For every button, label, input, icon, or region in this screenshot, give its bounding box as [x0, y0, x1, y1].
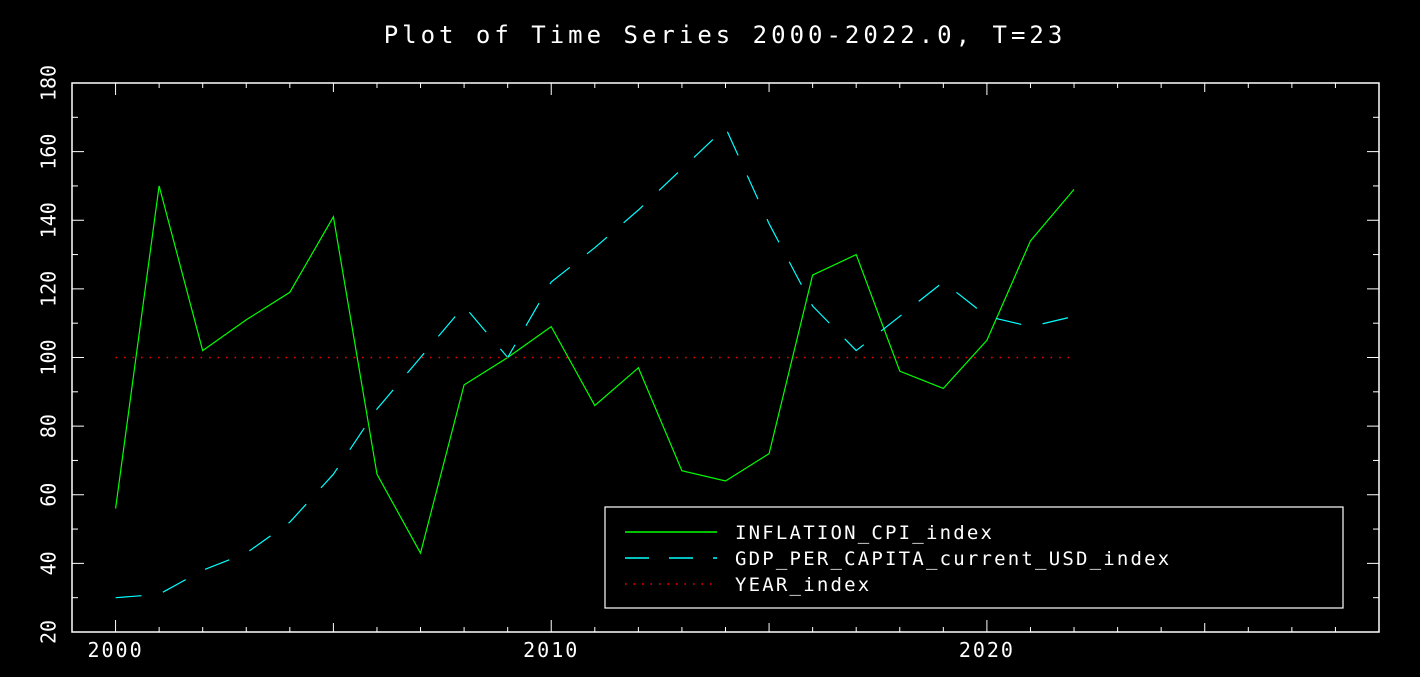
series-line-0 [115, 185, 1075, 555]
x-tick-label: 2010 [523, 638, 579, 662]
y-tick-label: 100 [37, 339, 61, 375]
y-tick-label: 20 [37, 620, 61, 644]
series-line-1 [115, 126, 1075, 599]
legend-label-2: YEAR_index [735, 574, 871, 596]
y-tick-label: 80 [37, 414, 61, 438]
y-tick-label: 60 [37, 483, 61, 507]
legend-label-1: GDP_PER_CAPITA_current_USD_index [735, 548, 1171, 570]
y-tick-label: 140 [37, 202, 61, 238]
legend-box [604, 506, 1344, 609]
x-tick-label: 2000 [87, 638, 143, 662]
y-tick-label: 180 [37, 65, 61, 101]
chart-title: Plot of Time Series 2000-2022.0, T=23 [384, 21, 1067, 49]
legend: INFLATION_CPI_index GDP_PER_CAPITA_curren… [604, 506, 1344, 609]
legend-label-0: INFLATION_CPI_index [735, 522, 994, 544]
x-axis-labels: 2000 2010 2020 [87, 638, 1015, 662]
x-tick-label: 2020 [959, 638, 1015, 662]
axis-ticks [72, 82, 1379, 633]
y-tick-label: 120 [37, 271, 61, 307]
series-layer [115, 126, 1075, 599]
y-axis-labels: 20 40 60 80 100 120 140 160 180 [37, 65, 61, 644]
y-tick-label: 160 [37, 134, 61, 170]
y-tick-label: 40 [37, 551, 61, 575]
